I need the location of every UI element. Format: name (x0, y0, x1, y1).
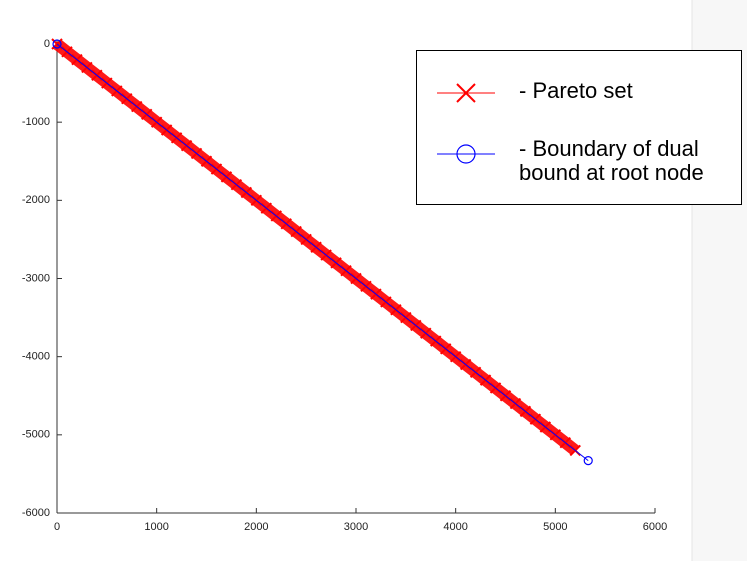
y-tick-label: -6000 (22, 507, 50, 519)
x-tick-label: 3000 (344, 521, 368, 533)
x-tick-label: 5000 (543, 521, 567, 533)
legend-swatches (437, 83, 495, 164)
legend-label: - Pareto set (519, 78, 633, 103)
marker (583, 456, 593, 466)
y-tick-label: -4000 (22, 351, 50, 363)
y-tick-label: -3000 (22, 272, 50, 284)
y-tick-label: 0 (44, 38, 50, 50)
marker (52, 39, 62, 49)
x-tick-label: 6000 (643, 521, 667, 533)
y-tick-label: -5000 (22, 429, 50, 441)
legend-label: - Boundary of dual bound at root node (519, 136, 704, 185)
y-tick-label: -2000 (22, 194, 50, 206)
y-tick-label: -1000 (22, 116, 50, 128)
x-tick-label: 0 (54, 521, 60, 533)
x-tick-label: 4000 (443, 521, 467, 533)
marker (456, 83, 476, 103)
marker (456, 144, 476, 164)
series-line (56, 43, 589, 462)
x-tick-label: 1000 (144, 521, 168, 533)
legend: - Pareto set - Boundary of dual bound at… (416, 50, 742, 205)
x-tick-label: 2000 (244, 521, 268, 533)
